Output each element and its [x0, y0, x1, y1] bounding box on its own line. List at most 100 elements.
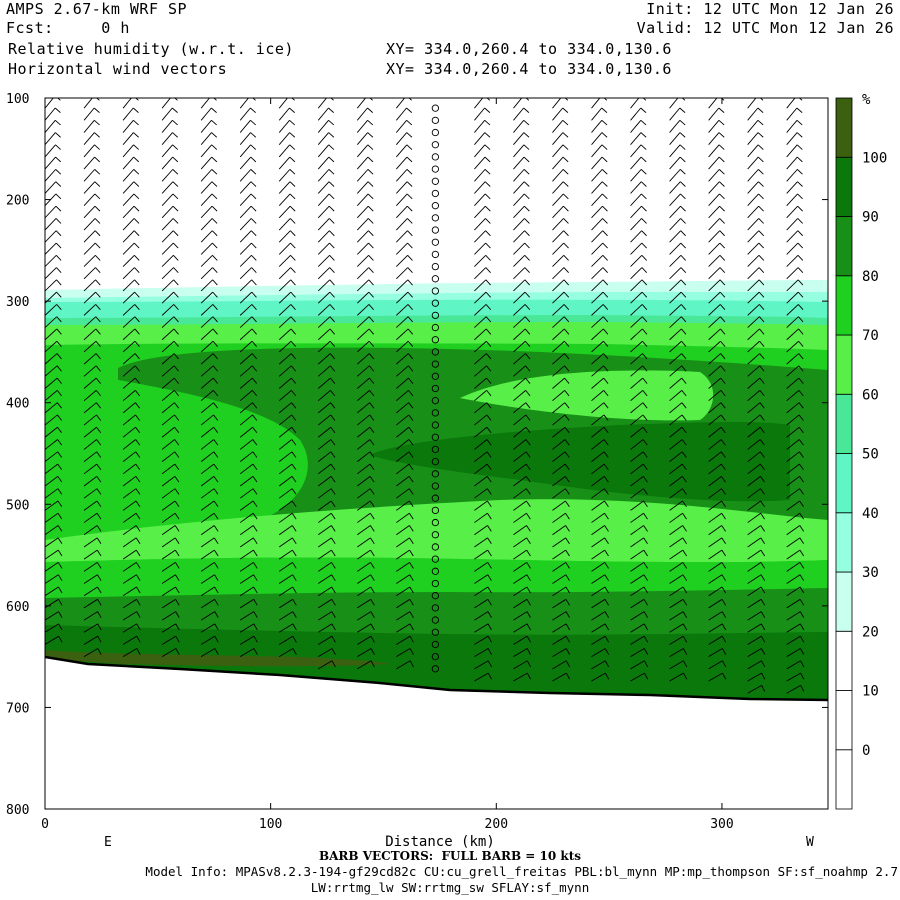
barb-flag: [290, 353, 297, 360]
barb-shaft: [747, 218, 760, 231]
barb-flag: [56, 291, 62, 298]
calm-circle: [431, 360, 440, 368]
barb-shaft: [630, 365, 643, 377]
barb-shaft: [630, 242, 643, 255]
barb-flag: [602, 254, 608, 261]
barb-flag: [135, 463, 141, 471]
barb-shaft: [200, 242, 213, 255]
barb-flag: [409, 599, 414, 606]
barb-shaft: [708, 660, 723, 670]
barb-shaft: [513, 525, 527, 536]
barb-shaft: [356, 316, 370, 328]
barb-shaft: [513, 439, 527, 450]
barb-shaft: [513, 340, 526, 353]
barb-shaft: [669, 254, 682, 267]
barb-shaft: [122, 402, 136, 414]
barb-shaft: [630, 230, 643, 243]
barb-flag: [760, 476, 765, 483]
barb-shaft: [708, 304, 721, 316]
barb-flag: [720, 463, 726, 471]
barb-flag: [681, 451, 687, 458]
barb-shaft: [669, 193, 681, 206]
barb-flag: [641, 193, 647, 200]
barb-flag: [174, 414, 180, 421]
barb-shaft: [161, 512, 176, 523]
barb-flag: [329, 291, 335, 298]
barb-flag: [329, 242, 335, 249]
barb-shaft: [83, 463, 98, 475]
barb-flag: [564, 488, 570, 495]
barb-shaft: [357, 598, 372, 609]
barb-flag: [720, 426, 726, 434]
model-info-line1: Model Info: MPASv8.2.3-194-gf29cd82c CU:…: [145, 864, 898, 879]
barb-flag: [368, 340, 375, 347]
barb-flag: [720, 316, 726, 323]
barb-shaft: [513, 107, 524, 121]
barb-shaft: [474, 353, 487, 365]
barb-shaft: [161, 451, 176, 462]
barb-flag: [760, 599, 766, 606]
barb-shaft: [591, 304, 604, 316]
barb-flag: [485, 230, 491, 237]
barb-flag: [408, 500, 414, 508]
barb-shaft: [278, 586, 293, 597]
barb-flag: [135, 513, 141, 520]
barb-flag: [757, 119, 764, 126]
barb-flag: [604, 488, 609, 495]
barb-flag: [760, 586, 766, 594]
barb-shaft: [513, 451, 527, 462]
barb-flag: [253, 549, 258, 557]
barb-shaft: [474, 660, 489, 670]
barb-flag: [718, 144, 725, 150]
barb-flag: [799, 611, 805, 618]
barb-flag: [406, 144, 413, 150]
barb-shaft: [317, 218, 330, 231]
barb-flag: [526, 660, 532, 668]
barb-shaft: [552, 119, 564, 133]
barb-flag: [565, 648, 571, 655]
barb-shaft: [200, 549, 215, 560]
barb-flag: [57, 549, 63, 557]
barb-shaft: [317, 316, 331, 328]
barb-shaft: [83, 390, 97, 402]
barb-flag: [797, 193, 803, 200]
barb-shaft: [317, 476, 332, 487]
barb-shaft: [513, 144, 525, 158]
barb-shaft: [474, 218, 486, 231]
barb-flag: [174, 402, 180, 409]
barb-flag: [250, 156, 257, 163]
barb-flag: [798, 426, 804, 434]
barb-flag: [407, 242, 413, 249]
barb-flag: [681, 414, 687, 421]
barb-shaft: [45, 562, 59, 572]
barb-flag: [57, 476, 63, 483]
barb-flag: [565, 574, 570, 581]
barb-flag: [172, 218, 179, 224]
barb-shaft: [591, 316, 604, 328]
barb-flag: [328, 193, 335, 200]
barb-flag: [95, 377, 101, 384]
barb-shaft: [591, 390, 605, 402]
barb-shaft: [239, 500, 254, 511]
barb-flag: [523, 156, 530, 163]
barb-flag: [682, 574, 688, 581]
calm-circle: [431, 299, 440, 307]
barb-shaft: [278, 488, 293, 499]
barb-flag: [172, 230, 179, 237]
barb-shaft: [630, 463, 644, 475]
barb-flag: [292, 574, 297, 581]
barb-shaft: [83, 414, 97, 426]
barb-flag: [602, 304, 609, 310]
barb-flag: [758, 181, 764, 187]
barb-flag: [331, 574, 336, 581]
barb-shaft: [669, 353, 682, 365]
barb-shaft: [747, 340, 760, 353]
barb-shaft: [396, 525, 410, 536]
barb-flag: [757, 156, 764, 163]
barb-shaft: [239, 586, 254, 597]
barb-shaft: [83, 279, 96, 292]
barb-flag: [329, 230, 335, 237]
barb-shaft: [161, 426, 175, 438]
barb-flag: [486, 500, 492, 508]
barb-shaft: [513, 353, 526, 365]
